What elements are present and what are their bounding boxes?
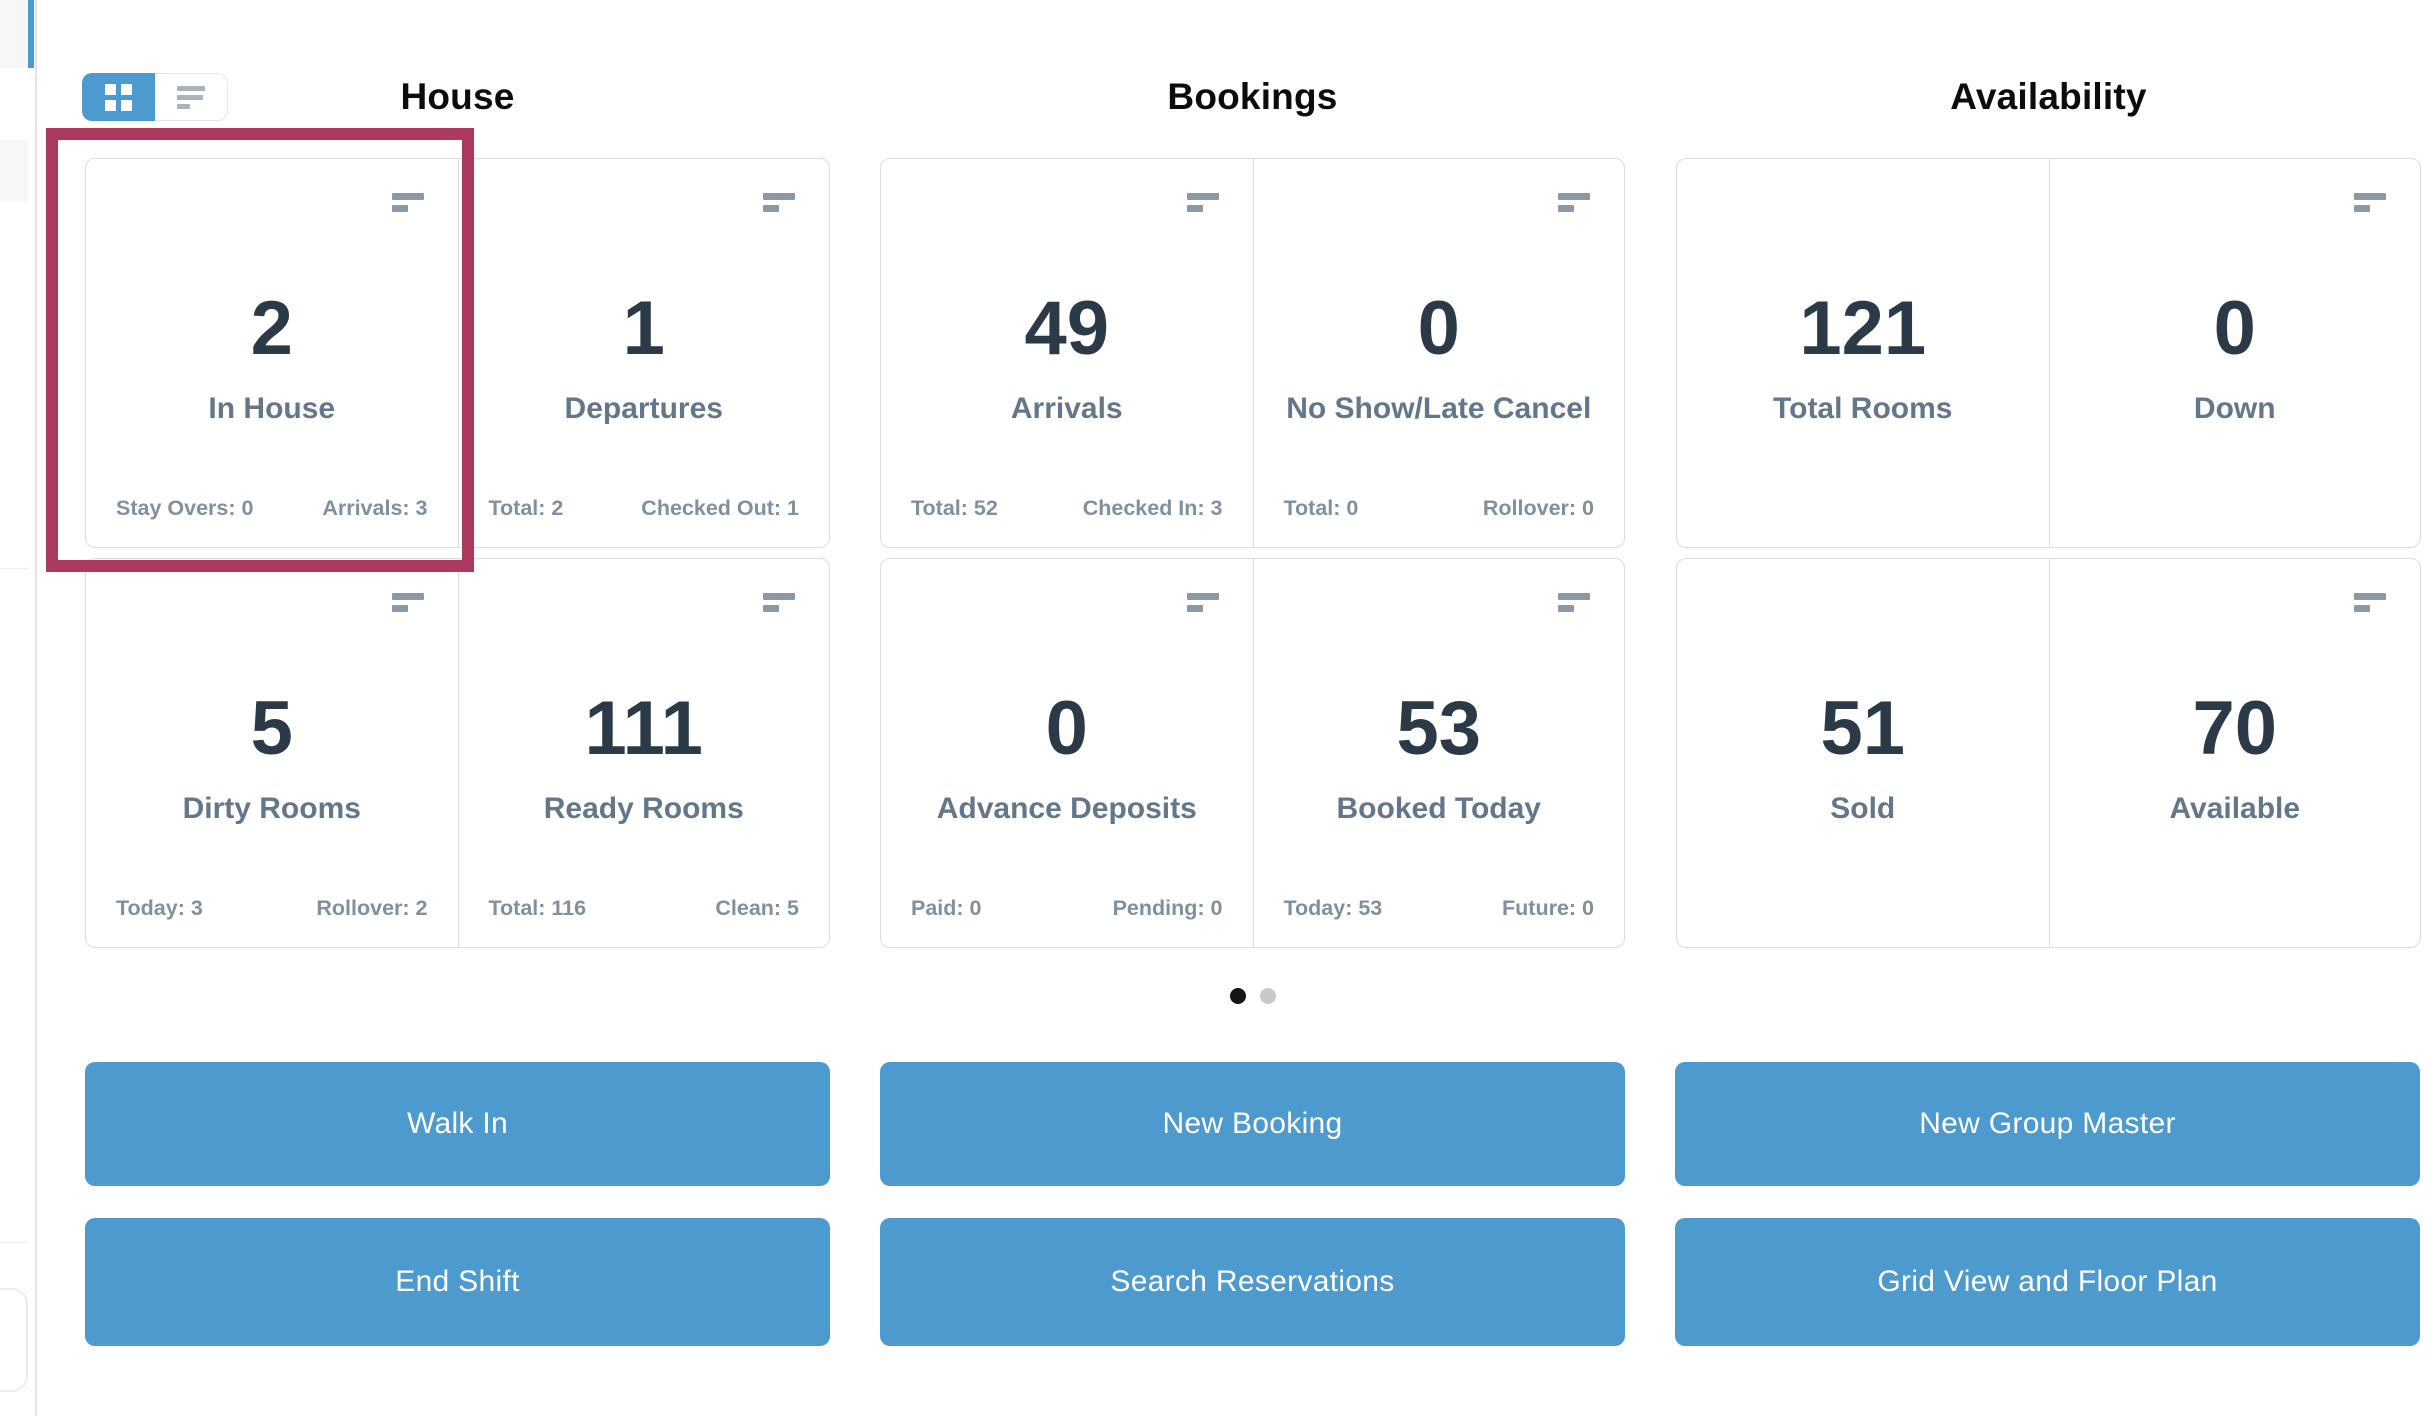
sidebar-item[interactable] (0, 0, 28, 68)
card-label: Departures (564, 392, 723, 425)
card-stat-left: Total: 0 (1283, 496, 1359, 520)
card-down[interactable]: 0 Down (2048, 159, 2421, 547)
card-value: 5 (250, 686, 293, 771)
card-available[interactable]: 70 Available (2048, 559, 2421, 947)
card-label: Booked Today (1336, 792, 1541, 825)
card-value: 0 (2213, 286, 2256, 371)
card-menu-icon[interactable] (1186, 593, 1219, 612)
card-label: Total Rooms (1773, 392, 1953, 425)
sidebar-item[interactable] (0, 140, 28, 202)
grid-view-button[interactable] (82, 73, 155, 121)
card-stat-right: Clean: 5 (715, 896, 799, 920)
card-menu-icon[interactable] (2354, 193, 2386, 212)
card-label: Ready Rooms (543, 792, 744, 825)
card-dirty-rooms[interactable]: 5 Dirty Rooms Today: 3 Rollover: 2 (86, 559, 458, 947)
sidebar-divider (0, 1242, 28, 1243)
card-value: 0 (1045, 686, 1088, 771)
card-menu-icon[interactable] (763, 593, 795, 612)
card-stat-right: Arrivals: 3 (322, 496, 428, 520)
help-chip[interactable] (0, 1288, 28, 1392)
card-label: In House (208, 392, 336, 425)
card-sold[interactable]: 51 Sold (1677, 559, 2049, 947)
carousel-dots (85, 988, 2420, 1004)
card-stat-right: Future: 0 (1502, 896, 1594, 920)
section-house: 2 In House Stay Overs: 0 Arrivals: 3 1 D… (85, 158, 830, 948)
section-title-bookings: Bookings (1167, 76, 1338, 117)
search-reservations-button[interactable]: Search Reservations (880, 1218, 1625, 1346)
card-menu-icon[interactable] (391, 193, 424, 212)
grid-view-floor-plan-button[interactable]: Grid View and Floor Plan (1675, 1218, 2420, 1346)
carousel-dot-1[interactable] (1229, 988, 1246, 1004)
card-label: Down (2193, 392, 2276, 425)
grid-view-icon (105, 83, 132, 111)
card-arrivals[interactable]: 49 Arrivals Total: 52 Checked In: 3 (881, 159, 1253, 547)
end-shift-button[interactable]: End Shift (85, 1218, 830, 1346)
card-stat-left: Total: 116 (488, 896, 587, 920)
card-advance-deposits[interactable]: 0 Advance Deposits Paid: 0 Pending: 0 (881, 559, 1253, 947)
card-ready-rooms[interactable]: 111 Ready Rooms Total: 116 Clean: 5 (457, 559, 830, 947)
section-availability: 121 Total Rooms 0 Down 51 Sold 70 Availa… (1676, 158, 2421, 948)
card-menu-icon[interactable] (391, 593, 424, 612)
section-title-house: House (400, 76, 515, 117)
card-value: 111 (584, 686, 703, 771)
card-label: Dirty Rooms (182, 792, 361, 825)
card-booked-today[interactable]: 53 Booked Today Today: 53 Future: 0 (1252, 559, 1625, 947)
card-stat-left: Total: 2 (488, 496, 564, 520)
card-menu-icon[interactable] (763, 193, 795, 212)
card-value: 121 (1799, 286, 1927, 371)
card-stat-right: Rollover: 2 (316, 896, 428, 920)
sidebar (0, 0, 37, 1416)
carousel-dot-2[interactable] (1259, 988, 1276, 1004)
new-group-master-button[interactable]: New Group Master (1675, 1062, 2420, 1186)
card-label: Arrivals (1010, 392, 1123, 425)
new-booking-button[interactable]: New Booking (880, 1062, 1625, 1186)
card-value: 0 (1417, 286, 1460, 371)
card-value: 70 (2192, 686, 2278, 771)
card-menu-icon[interactable] (2354, 593, 2386, 612)
card-label: Advance Deposits (936, 792, 1197, 825)
card-stat-left: Today: 53 (1283, 896, 1383, 920)
list-view-icon (177, 85, 205, 109)
view-toggle (82, 73, 228, 121)
card-value: 1 (622, 286, 665, 371)
list-view-button[interactable] (155, 73, 228, 121)
card-label: Available (2169, 792, 2301, 825)
card-menu-icon[interactable] (1186, 193, 1219, 212)
sidebar-active-indicator (28, 0, 34, 68)
section-bookings: 49 Arrivals Total: 52 Checked In: 3 0 No… (880, 158, 1625, 948)
card-departures[interactable]: 1 Departures Total: 2 Checked Out: 1 (457, 159, 830, 547)
card-label: Sold (1830, 792, 1896, 825)
section-title-availability: Availability (1950, 76, 2147, 117)
card-menu-icon[interactable] (1558, 193, 1590, 212)
card-value: 2 (250, 286, 293, 371)
card-menu-icon[interactable] (1558, 593, 1590, 612)
card-total-rooms[interactable]: 121 Total Rooms (1677, 159, 2049, 547)
card-stat-right: Checked Out: 1 (641, 496, 799, 520)
card-in-house[interactable]: 2 In House Stay Overs: 0 Arrivals: 3 (86, 159, 458, 547)
card-value: 49 (1024, 286, 1110, 371)
walk-in-button[interactable]: Walk In (85, 1062, 830, 1186)
sidebar-divider (0, 568, 28, 569)
card-value: 51 (1820, 686, 1906, 771)
card-stat-left: Total: 52 (911, 496, 998, 520)
card-stat-right: Rollover: 0 (1482, 496, 1594, 520)
card-stat-right: Pending: 0 (1112, 896, 1223, 920)
card-label: No Show/Late Cancel (1286, 392, 1592, 425)
card-stat-left: Today: 3 (116, 896, 203, 920)
card-stat-left: Paid: 0 (911, 896, 982, 920)
action-buttons: Walk In New Booking New Group Master End… (85, 1062, 2420, 1346)
card-stat-right: Checked In: 3 (1082, 496, 1223, 520)
card-stat-left: Stay Overs: 0 (116, 496, 254, 520)
card-no-show-late-cancel[interactable]: 0 No Show/Late Cancel Total: 0 Rollover:… (1252, 159, 1625, 547)
card-value: 53 (1396, 686, 1482, 771)
